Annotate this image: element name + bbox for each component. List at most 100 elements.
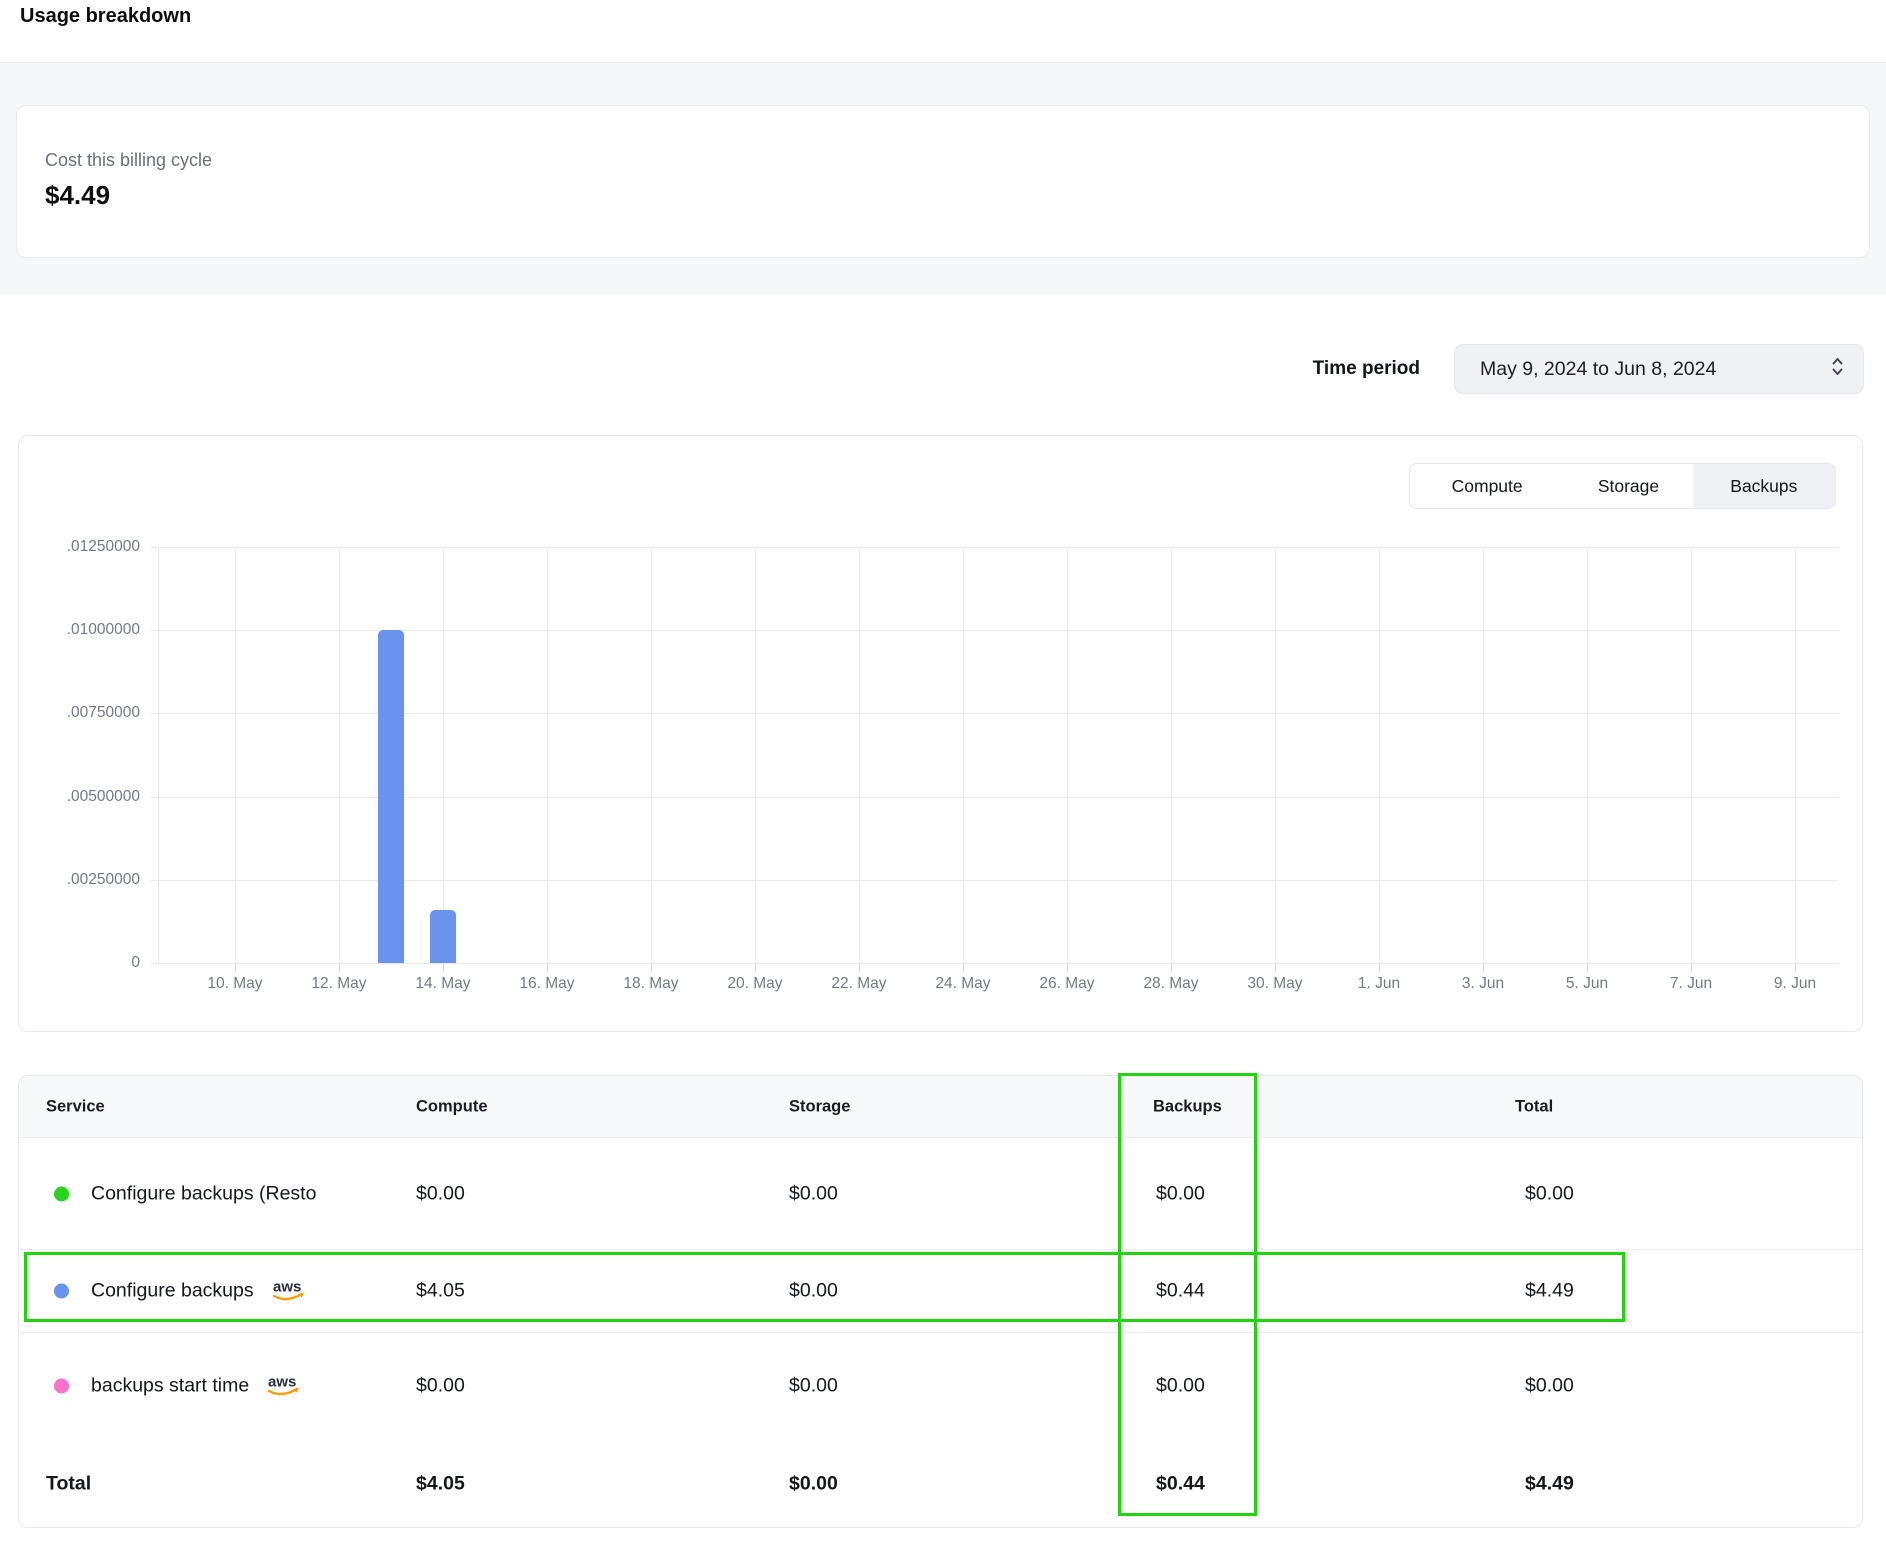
time-period-select[interactable]: May 9, 2024 to Jun 8, 2024 (1454, 344, 1864, 394)
x-axis-tick (651, 963, 652, 972)
x-axis-label: 1. Jun (1327, 975, 1431, 993)
service-name: Configure backups (91, 1280, 254, 1303)
x-axis-label: 24. May (911, 975, 1015, 993)
column-header-service: Service (46, 1097, 105, 1116)
cell-storage: $0.00 (789, 1280, 838, 1303)
x-axis-tick (443, 963, 444, 972)
x-axis-tick (755, 963, 756, 972)
time-period-value: May 9, 2024 to Jun 8, 2024 (1480, 358, 1716, 381)
x-axis-tick (1691, 963, 1692, 972)
x-gridline (963, 547, 964, 963)
x-gridline (443, 547, 444, 963)
billing-summary-card: Cost this billing cycle $4.49 (16, 105, 1870, 258)
y-axis-label: 0 (40, 954, 140, 972)
cell-backups: $0.00 (1156, 1182, 1205, 1205)
cell-compute: $4.05 (416, 1280, 465, 1303)
usage-table: Service Compute Storage Backups Total Co… (18, 1075, 1863, 1528)
x-axis-tick (1587, 963, 1588, 972)
usage-chart-card: Compute Storage Backups .01250000.010000… (18, 435, 1863, 1032)
x-gridline (1067, 547, 1068, 963)
total-storage: $0.00 (789, 1472, 838, 1495)
y-axis-label: .00250000 (40, 871, 140, 889)
chart-bar[interactable] (430, 910, 456, 963)
table-row[interactable]: backups start time aws $0.00 $0.00 $0.00… (19, 1333, 1862, 1438)
total-backups: $0.44 (1156, 1472, 1205, 1495)
table-header: Service Compute Storage Backups Total (19, 1076, 1862, 1138)
x-axis-label: 7. Jun (1639, 975, 1743, 993)
x-axis-label: 10. May (183, 975, 287, 993)
updown-chevron-icon (1830, 356, 1845, 383)
y-axis-line (158, 547, 159, 963)
page-title: Usage breakdown (20, 5, 191, 28)
svg-text:aws: aws (273, 1279, 301, 1296)
x-axis-label: 18. May (599, 975, 703, 993)
total-compute: $4.05 (416, 1472, 465, 1495)
x-gridline (235, 547, 236, 963)
cell-storage: $0.00 (789, 1182, 838, 1205)
y-axis-label: .00750000 (40, 704, 140, 722)
service-name: Configure backups (Resto (91, 1182, 316, 1205)
tab-storage[interactable]: Storage (1564, 464, 1692, 508)
x-gridline (859, 547, 860, 963)
x-gridline (1379, 547, 1380, 963)
x-gridline (1691, 547, 1692, 963)
tab-compute[interactable]: Compute (1410, 464, 1564, 508)
chart-bar[interactable] (378, 630, 404, 963)
x-gridline (1483, 547, 1484, 963)
x-axis-label: 14. May (391, 975, 495, 993)
x-axis-label: 26. May (1015, 975, 1119, 993)
total-label: Total (46, 1472, 91, 1495)
x-gridline (1795, 547, 1796, 963)
y-gridline (151, 547, 1839, 548)
x-axis-label: 16. May (495, 975, 599, 993)
x-axis-tick (1483, 963, 1484, 972)
x-axis-label: 28. May (1119, 975, 1223, 993)
x-axis-tick (1275, 963, 1276, 972)
table-row[interactable]: Configure backups aws $4.05 $0.00 $0.44 … (19, 1250, 1862, 1333)
time-period-label: Time period (1282, 358, 1420, 380)
total-total: $4.49 (1525, 1472, 1574, 1495)
y-axis-label: .01250000 (40, 538, 140, 556)
column-header-compute: Compute (416, 1097, 488, 1116)
column-header-total: Total (1515, 1097, 1553, 1116)
column-header-storage: Storage (789, 1097, 850, 1116)
x-axis-label: 30. May (1223, 975, 1327, 993)
x-axis-label: 3. Jun (1431, 975, 1535, 993)
series-dot-icon (54, 1186, 69, 1201)
x-axis-label: 9. Jun (1743, 975, 1847, 993)
x-axis-tick (859, 963, 860, 972)
cell-storage: $0.00 (789, 1374, 838, 1397)
cell-compute: $0.00 (416, 1182, 465, 1205)
column-header-backups: Backups (1153, 1097, 1222, 1116)
x-axis-tick (1067, 963, 1068, 972)
cell-total: $0.00 (1525, 1182, 1574, 1205)
cell-backups: $0.44 (1156, 1280, 1205, 1303)
table-total-row: Total $4.05 $0.00 $0.44 $4.49 (19, 1438, 1862, 1528)
y-gridline (151, 963, 1839, 964)
series-dot-icon (54, 1284, 69, 1299)
cell-total: $4.49 (1525, 1280, 1574, 1303)
plot-area: .01250000.01000000.00750000.00500000.002… (158, 547, 1839, 963)
y-axis-label: .01000000 (40, 621, 140, 639)
x-axis-tick (547, 963, 548, 972)
x-axis-tick (1171, 963, 1172, 972)
table-row[interactable]: Configure backups (Resto aws $0.00 $0.00… (19, 1138, 1862, 1250)
tab-backups[interactable]: Backups (1693, 464, 1835, 508)
x-axis-tick (963, 963, 964, 972)
y-gridline (151, 630, 1839, 631)
x-axis-label: 20. May (703, 975, 807, 993)
aws-icon: aws (265, 1372, 303, 1399)
svg-text:aws: aws (268, 1373, 296, 1390)
series-dot-icon (54, 1378, 69, 1393)
y-axis-label: .00500000 (40, 788, 140, 806)
cell-backups: $0.00 (1156, 1374, 1205, 1397)
x-gridline (547, 547, 548, 963)
x-axis-tick (1379, 963, 1380, 972)
service-name: backups start time (91, 1374, 249, 1397)
cell-compute: $0.00 (416, 1374, 465, 1397)
x-axis-label: 12. May (287, 975, 391, 993)
x-gridline (339, 547, 340, 963)
x-gridline (1171, 547, 1172, 963)
chart-tabs: Compute Storage Backups (1409, 463, 1836, 509)
x-axis-label: 22. May (807, 975, 911, 993)
